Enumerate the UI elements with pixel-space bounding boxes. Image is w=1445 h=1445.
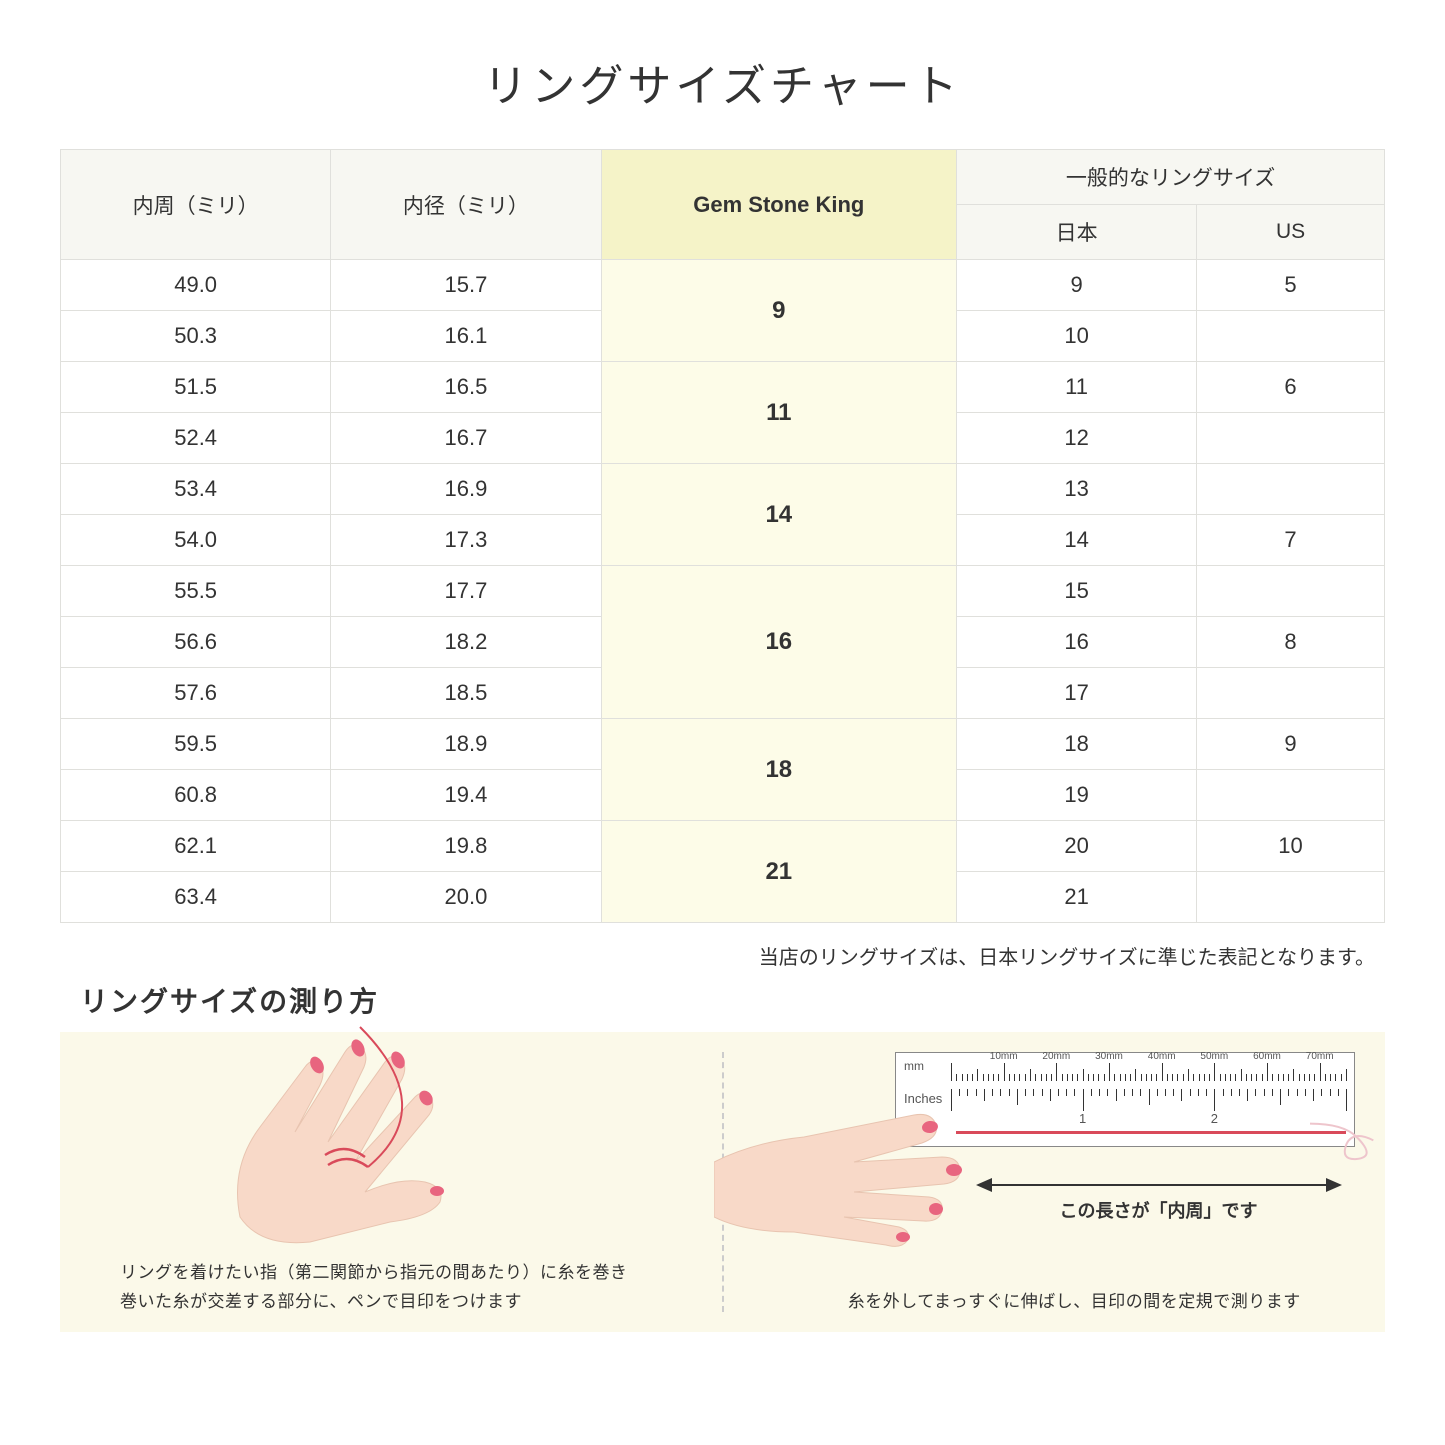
- cell-japan: 9: [957, 260, 1197, 311]
- cell-diameter: 16.7: [331, 413, 601, 464]
- cell-circumference: 59.5: [61, 719, 331, 770]
- cell-japan: 16: [957, 617, 1197, 668]
- cell-diameter: 18.5: [331, 668, 601, 719]
- hand-wrap-illustration: [200, 1017, 560, 1247]
- cell-circumference: 49.0: [61, 260, 331, 311]
- table-row: 62.119.8212010: [61, 821, 1385, 872]
- cell-diameter: 17.7: [331, 566, 601, 617]
- cell-circumference: 51.5: [61, 362, 331, 413]
- cell-diameter: 20.0: [331, 872, 601, 923]
- cell-us: [1197, 770, 1385, 821]
- table-row: 49.015.7995: [61, 260, 1385, 311]
- cell-diameter: 16.1: [331, 311, 601, 362]
- measure-title: リングサイズの測り方: [80, 980, 1385, 1020]
- cell-circumference: 50.3: [61, 311, 331, 362]
- cell-gsk: 18: [601, 719, 957, 821]
- header-circumference: 内周（ミリ）: [61, 150, 331, 260]
- cell-us: 8: [1197, 617, 1385, 668]
- header-us: US: [1197, 205, 1385, 260]
- cell-japan: 11: [957, 362, 1197, 413]
- cell-japan: 13: [957, 464, 1197, 515]
- cell-diameter: 15.7: [331, 260, 601, 311]
- cell-us: [1197, 872, 1385, 923]
- cell-circumference: 54.0: [61, 515, 331, 566]
- table-row: 53.416.91413: [61, 464, 1385, 515]
- cell-circumference: 60.8: [61, 770, 331, 821]
- cell-us: [1197, 668, 1385, 719]
- step2-caption: 糸を外してまっすぐに伸ばし、目印の間を定規で測ります: [804, 1288, 1346, 1317]
- hand-hold-illustration: [714, 1087, 984, 1247]
- header-gsk: Gem Stone King: [601, 150, 957, 260]
- table-row: 55.517.71615: [61, 566, 1385, 617]
- cell-circumference: 52.4: [61, 413, 331, 464]
- cell-gsk: 9: [601, 260, 957, 362]
- cell-diameter: 19.4: [331, 770, 601, 821]
- cell-us: [1197, 464, 1385, 515]
- cell-circumference: 63.4: [61, 872, 331, 923]
- cell-diameter: 19.8: [331, 821, 601, 872]
- step1-caption: リングを着けたい指（第二関節から指元の間あたり）に糸を巻き 巻いた糸が交差する部…: [120, 1259, 682, 1317]
- ruler-mm-label: mm: [904, 1059, 924, 1073]
- cell-japan: 20: [957, 821, 1197, 872]
- cell-us: 5: [1197, 260, 1385, 311]
- cell-diameter: 18.2: [331, 617, 601, 668]
- table-row: 51.516.511116: [61, 362, 1385, 413]
- cell-diameter: 16.9: [331, 464, 601, 515]
- cell-japan: 10: [957, 311, 1197, 362]
- measure-step-1: リングを着けたい指（第二関節から指元の間あたり）に糸を巻き 巻いた糸が交差する部…: [60, 1032, 722, 1332]
- thread-tail: [1300, 1107, 1400, 1167]
- cell-circumference: 53.4: [61, 464, 331, 515]
- cell-japan: 12: [957, 413, 1197, 464]
- cell-us: 7: [1197, 515, 1385, 566]
- cell-japan: 15: [957, 566, 1197, 617]
- cell-diameter: 18.9: [331, 719, 601, 770]
- measure-panel: リングを着けたい指（第二関節から指元の間あたり）に糸を巻き 巻いた糸が交差する部…: [60, 1032, 1385, 1332]
- cell-japan: 19: [957, 770, 1197, 821]
- page-title: リングサイズチャート: [60, 50, 1385, 114]
- header-general-group: 一般的なリングサイズ: [957, 150, 1385, 205]
- cell-diameter: 16.5: [331, 362, 601, 413]
- cell-japan: 18: [957, 719, 1197, 770]
- cell-us: 6: [1197, 362, 1385, 413]
- cell-japan: 17: [957, 668, 1197, 719]
- cell-gsk: 11: [601, 362, 957, 464]
- cell-gsk: 14: [601, 464, 957, 566]
- cell-us: [1197, 566, 1385, 617]
- cell-us: [1197, 311, 1385, 362]
- measurement-arrow: [974, 1170, 1344, 1200]
- header-japan: 日本: [957, 205, 1197, 260]
- arrow-label: この長さが「内周」です: [974, 1197, 1344, 1223]
- ring-size-table: 内周（ミリ） 内径（ミリ） Gem Stone King 一般的なリングサイズ …: [60, 149, 1385, 923]
- header-diameter: 内径（ミリ）: [331, 150, 601, 260]
- cell-japan: 21: [957, 872, 1197, 923]
- cell-circumference: 55.5: [61, 566, 331, 617]
- table-row: 59.518.918189: [61, 719, 1385, 770]
- measure-step-2: mm Inches 10mm20mm30mm40mm50mm60mm70mm 1…: [724, 1032, 1386, 1332]
- cell-circumference: 57.6: [61, 668, 331, 719]
- cell-gsk: 16: [601, 566, 957, 719]
- cell-diameter: 17.3: [331, 515, 601, 566]
- cell-us: 9: [1197, 719, 1385, 770]
- cell-gsk: 21: [601, 821, 957, 923]
- cell-circumference: 62.1: [61, 821, 331, 872]
- thread-on-ruler: [956, 1131, 1346, 1134]
- footnote: 当店のリングサイズは、日本リングサイズに準じた表記となります。: [60, 941, 1375, 970]
- cell-japan: 14: [957, 515, 1197, 566]
- cell-us: 10: [1197, 821, 1385, 872]
- cell-us: [1197, 413, 1385, 464]
- cell-circumference: 56.6: [61, 617, 331, 668]
